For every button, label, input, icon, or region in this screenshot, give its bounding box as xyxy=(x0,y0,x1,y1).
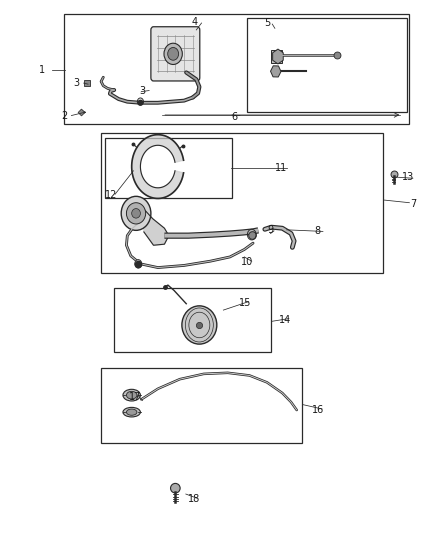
Circle shape xyxy=(135,260,142,268)
Bar xyxy=(101,368,302,443)
Ellipse shape xyxy=(132,208,141,218)
Ellipse shape xyxy=(182,306,217,344)
Ellipse shape xyxy=(164,43,182,64)
Text: 1: 1 xyxy=(39,65,45,75)
Polygon shape xyxy=(144,209,169,245)
Text: 18: 18 xyxy=(187,494,200,504)
Text: 13: 13 xyxy=(403,172,415,182)
Text: 2: 2 xyxy=(61,110,67,120)
Text: 14: 14 xyxy=(279,314,292,325)
Text: 6: 6 xyxy=(231,111,237,122)
Text: 12: 12 xyxy=(105,190,117,200)
Text: 3: 3 xyxy=(140,85,146,95)
Text: 8: 8 xyxy=(314,226,321,236)
Ellipse shape xyxy=(123,407,141,417)
Ellipse shape xyxy=(121,196,151,230)
Bar xyxy=(272,50,283,63)
Ellipse shape xyxy=(123,389,141,401)
Ellipse shape xyxy=(127,409,137,415)
Bar xyxy=(101,133,383,273)
Text: 9: 9 xyxy=(267,225,273,236)
Ellipse shape xyxy=(168,47,179,60)
Text: 15: 15 xyxy=(239,297,251,308)
Text: 16: 16 xyxy=(312,405,325,415)
Ellipse shape xyxy=(127,391,137,399)
Bar xyxy=(64,14,409,124)
Text: 7: 7 xyxy=(410,199,417,209)
Bar xyxy=(105,138,232,198)
Text: 11: 11 xyxy=(275,163,287,173)
Ellipse shape xyxy=(170,483,180,493)
Text: 5: 5 xyxy=(264,18,270,28)
Bar xyxy=(114,288,272,352)
Text: 17: 17 xyxy=(128,392,141,402)
Ellipse shape xyxy=(127,203,146,224)
Text: 4: 4 xyxy=(192,17,198,27)
Polygon shape xyxy=(132,135,184,198)
Text: 3: 3 xyxy=(73,78,79,88)
Text: 10: 10 xyxy=(241,257,254,267)
FancyBboxPatch shape xyxy=(151,27,200,81)
Bar xyxy=(247,18,407,112)
